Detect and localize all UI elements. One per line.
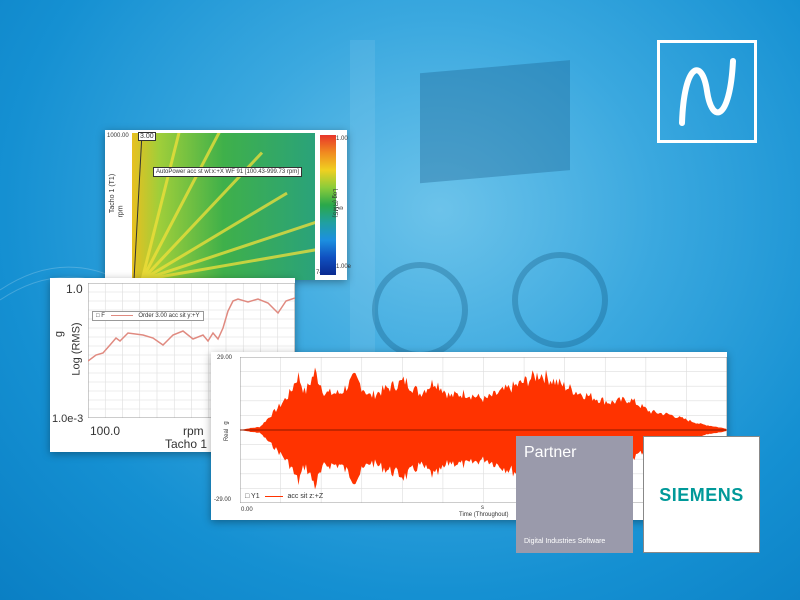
tooltip: AutoPower acc st wl:x:+X WF 91 [100.43-9… [153,167,302,177]
legend-checkbox[interactable]: □ [96,313,102,319]
waveform-series [240,367,726,490]
x-left-label: 0.00 [241,507,253,513]
x-axis-label: Tacho 1 (T [165,437,222,451]
x-left-label: 100.0 [90,424,121,438]
order-line [141,191,288,280]
y-axis-label: Tacho 1 (T1) [109,173,117,214]
colormap-plot[interactable] [132,133,315,280]
y-axis-label: Real [224,428,231,442]
order-series-line [88,297,295,362]
partner-title: Partner [524,444,577,461]
legend-checkbox[interactable]: □ [245,493,252,500]
order-line [141,248,315,280]
order-line [140,133,181,280]
legend-label: Order 3.00 acc sit y:+Y [138,313,200,319]
x-axis-label: Time (Throughout) [459,512,509,518]
x-unit: s [481,505,484,511]
order-line [141,221,315,280]
y-axis-unit: rpm [117,205,125,218]
siemens-logo: SIEMENS [643,436,760,553]
legend-label: acc sit z:+Z [287,493,324,500]
sine-wave-icon [679,58,736,126]
partner-subtitle: Digital Industries Software [524,538,606,545]
time-plot-panel: 29.00 -29.00 Real g 0.00 s Time (Through… [211,352,727,520]
cursor-readout[interactable]: 3.00 [138,132,156,141]
y-top-label: 1.0 [66,282,83,296]
y-axis-unit: g [223,421,230,425]
legend: □ Y1 acc sit z:+Z [245,493,323,500]
y-bottom-label: -29.00 [214,497,232,503]
colorbar [320,135,336,275]
colorbar-bottom-label: 1.00e [336,264,352,270]
brand-logo [657,40,757,143]
colormap-panel: 1000.00 3.00 AutoPower acc st wl:x:+X WF… [105,130,351,280]
x-unit: rpm [183,424,204,438]
y-axis-unit: g [53,330,66,338]
y-axis-label: Log (RMS) [70,322,83,376]
partner-badge: Partner Digital Industries Software [516,436,633,553]
legend-swatch [110,314,133,316]
y-top-label: 29.00 [217,355,233,361]
legend-box-label: Y1 [251,493,260,500]
legend: □ F Order 3.00 acc sit y:+Y [92,311,204,321]
y-top-label: 1000.00 [107,133,129,139]
colorbar-label: Log (RMS) [331,188,338,218]
y-bottom-label: 1.0e-3 [52,413,84,425]
siemens-wordmark: SIEMENS [659,485,744,505]
legend-swatch [264,495,283,497]
colorbar-unit: g [337,206,344,210]
legend-box-label: F [101,313,105,319]
colorbar-top-label: 1.00 [336,136,348,142]
order-line [140,133,221,280]
